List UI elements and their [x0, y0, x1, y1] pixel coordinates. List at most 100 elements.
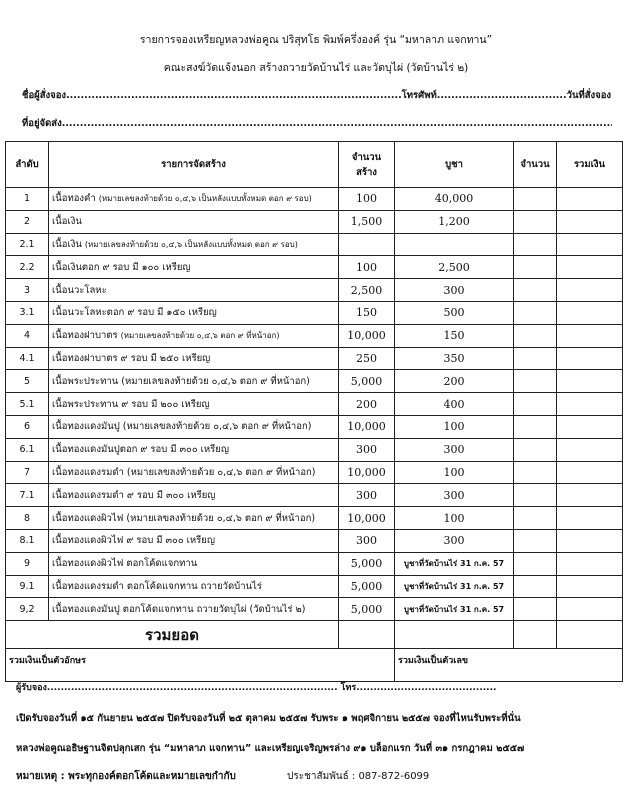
row-order-qty-input[interactable]: [513, 414, 557, 439]
row-price: 350: [394, 346, 514, 371]
row-price: 200: [394, 369, 514, 394]
item-name: เนื้อทองแดงผิวไฟ (หมายเลขลงท้ายด้วย ๐,๔,…: [52, 512, 316, 524]
table-row: 6 เนื้อทองแดงมันปู (หมายเลขลงท้ายด้วย ๐,๔…: [5, 414, 623, 439]
amount-in-digits-field[interactable]: รวมเงินเป็นตัวเลข: [394, 648, 623, 683]
row-number: 8.1: [5, 528, 49, 553]
table-row: 9.1 เนื้อทองแดงรมดำ ตอกโค้ดแจกทาน ถวายวัด…: [5, 574, 623, 599]
row-price: บูชาที่วัดบ้านไร่ 31 ก.ค. 57: [394, 574, 514, 599]
row-order-qty-input[interactable]: [513, 278, 557, 302]
row-subtotal-input[interactable]: [556, 574, 623, 599]
row-subtotal-input[interactable]: [556, 551, 623, 576]
row-number: 5.1: [5, 392, 49, 416]
row-order-qty-input[interactable]: [513, 300, 557, 325]
row-price: 300: [394, 278, 514, 302]
row-qty-built: 1,500: [338, 209, 395, 234]
item-name: เนื้อทองแดงรมดำ ตอกโค้ดแจกทาน ถวายวัดบ้า…: [52, 580, 262, 592]
row-subtotal-input[interactable]: [556, 323, 623, 348]
row-qty-built: 5,000: [338, 551, 395, 576]
row-order-qty-input[interactable]: [513, 574, 557, 599]
row-order-qty-input[interactable]: [513, 597, 557, 622]
table-row: 7.1 เนื้อทองแดงรมดำ ๙ รอบ มี ๓๐๐ เหรียญ 3…: [5, 483, 623, 508]
row-subtotal-input[interactable]: [556, 187, 623, 211]
row-subtotal-input[interactable]: [556, 483, 623, 508]
row-item: เนื้อนวะโลหะ: [48, 278, 339, 302]
row-number: 7.1: [5, 483, 49, 508]
row-order-qty-input[interactable]: [513, 528, 557, 553]
table-header-row: ลำดับ รายการจัดสร้าง จำนวน สร้าง บูชา จำน…: [5, 141, 623, 188]
row-order-qty-input[interactable]: [513, 506, 557, 530]
row-subtotal-input[interactable]: [556, 278, 623, 302]
table-row: 2.2 เนื้อเงินตอก ๙ รอบ มี ๑๐๐ เหรียญ 100 2…: [5, 255, 623, 280]
row-subtotal-input[interactable]: [556, 369, 623, 394]
table-row: 9 เนื้อทองแดงผิวไฟ ตอกโค้ดแจกทาน 5,000 บูช…: [5, 551, 623, 576]
row-order-qty-input[interactable]: [513, 255, 557, 280]
row-price: 1,200: [394, 209, 514, 234]
row-qty-built: 5,000: [338, 574, 395, 599]
row-subtotal-input[interactable]: [556, 392, 623, 416]
row-subtotal-input[interactable]: [556, 506, 623, 530]
shipping-address-field[interactable]: ที่อยู่จัดส่ง...........................…: [22, 118, 612, 129]
row-number: 6.1: [5, 437, 49, 462]
item-name: เนื้อทองแดงรมดำ ๙ รอบ มี ๓๐๐ เหรียญ: [52, 489, 216, 501]
row-item: เนื้อทองแดงรมดำ ๙ รอบ มี ๓๐๐ เหรียญ: [48, 483, 339, 508]
row-price: 300: [394, 437, 514, 462]
row-price: 2,500: [394, 255, 514, 280]
row-order-qty-input[interactable]: [513, 437, 557, 462]
item-note: (หมายเลขลงท้ายด้วย ๐,๔,๖ ตอก ๙ ที่หน้าอก…: [120, 331, 280, 341]
col-header-item: รายการจัดสร้าง: [48, 141, 339, 188]
row-qty-built: 200: [338, 392, 395, 416]
row-item: เนื้อทองแดงรมดำ ตอกโค้ดแจกทาน ถวายวัดบ้า…: [48, 574, 339, 599]
row-order-qty-input[interactable]: [513, 483, 557, 508]
row-subtotal-input[interactable]: [556, 460, 623, 485]
receiver-field[interactable]: ผู้รับจอง...............................…: [16, 683, 497, 693]
row-subtotal-input[interactable]: [556, 255, 623, 280]
row-price: [394, 232, 514, 257]
item-name: เนื้อเงินตอก ๙ รอบ มี ๑๐๐ เหรียญ: [52, 261, 191, 273]
row-number: 8: [5, 506, 49, 530]
row-number: 5: [5, 369, 49, 394]
row-order-qty-input[interactable]: [513, 369, 557, 394]
row-order-qty-input[interactable]: [513, 346, 557, 371]
col-header-subtotal: รวมเงิน: [556, 141, 623, 188]
row-price: 400: [394, 392, 514, 416]
row-subtotal-input[interactable]: [556, 300, 623, 325]
row-number: 9,2: [5, 597, 49, 622]
row-subtotal-input[interactable]: [556, 232, 623, 257]
item-name: เนื้อเงิน: [52, 238, 82, 250]
row-qty-built: 300: [338, 437, 395, 462]
row-item: เนื้อเงิน: [48, 209, 339, 234]
row-order-qty-input[interactable]: [513, 551, 557, 576]
row-order-qty-input[interactable]: [513, 187, 557, 211]
row-subtotal-input[interactable]: [556, 597, 623, 622]
row-qty-built: 100: [338, 255, 395, 280]
row-subtotal-input[interactable]: [556, 209, 623, 234]
row-price: บูชาที่วัดบ้านไร่ 31 ก.ค. 57: [394, 551, 514, 576]
table-row: 8 เนื้อทองแดงผิวไฟ (หมายเลขลงท้ายด้วย ๐,๔…: [5, 506, 623, 530]
item-name: เนื้อทองแดงรมดำ (หมายเลขลงท้ายด้วย ๐,๔,๖…: [52, 466, 316, 478]
row-item: เนื้อนวะโลหะตอก ๙ รอบ มี ๑๕๐ เหรียญ: [48, 300, 339, 325]
row-item: เนื้อทองแดงผิวไฟ ๙ รอบ มี ๓๐๐ เหรียญ: [48, 528, 339, 553]
row-subtotal-input[interactable]: [556, 437, 623, 462]
row-subtotal-input[interactable]: [556, 414, 623, 439]
orderer-name-field[interactable]: ชื่อผู้สั่งจอง..........................…: [22, 90, 612, 101]
row-order-qty-input[interactable]: [513, 209, 557, 234]
row-qty-built: 10,000: [338, 414, 395, 439]
row-order-qty-input[interactable]: [513, 460, 557, 485]
total-sum-input[interactable]: [556, 620, 623, 650]
row-subtotal-input[interactable]: [556, 528, 623, 553]
contact-text: ประชาสัมพันธ์ : 087-872-6099: [287, 771, 430, 782]
col-header-order-qty: จำนวน: [513, 141, 557, 188]
item-name: เนื้อทองแดงมันปูตอก ๙ รอบ มี ๓๐๐ เหรียญ: [52, 444, 229, 456]
row-order-qty-input[interactable]: [513, 232, 557, 257]
table-row: 4.1 เนื้อทองฝาบาตร ๙ รอบ มี ๒๕๐ เหรียญ 25…: [5, 346, 623, 371]
total-order-qty-input[interactable]: [513, 620, 557, 650]
row-order-qty-input[interactable]: [513, 392, 557, 416]
row-subtotal-input[interactable]: [556, 346, 623, 371]
table-row: 2 เนื้อเงิน 1,500 1,200: [5, 209, 623, 234]
order-table: ลำดับ รายการจัดสร้าง จำนวน สร้าง บูชา จำน…: [5, 141, 623, 683]
row-price: 100: [394, 414, 514, 439]
row-item: เนื้อทองแดงมันปูตอก ๙ รอบ มี ๓๐๐ เหรียญ: [48, 437, 339, 462]
row-order-qty-input[interactable]: [513, 323, 557, 348]
item-name: เนื้อทองฝาบาตร: [52, 330, 118, 342]
amount-in-words-field[interactable]: รวมเงินเป็นตัวอักษร: [5, 648, 395, 683]
